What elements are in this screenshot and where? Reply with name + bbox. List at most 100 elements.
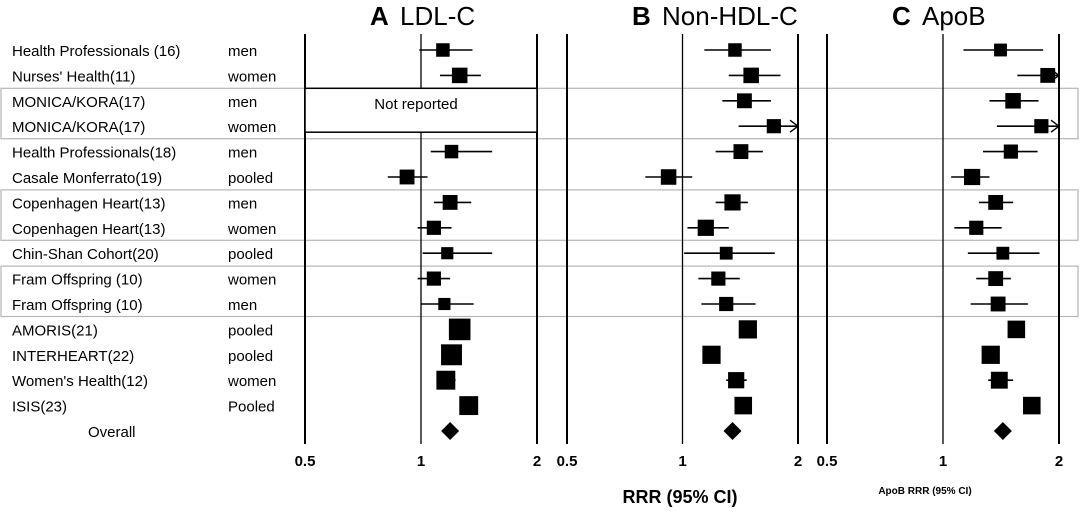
group-label-8: pooled (228, 246, 273, 263)
point-box-A-12 (441, 344, 462, 366)
panel-title-B: Non-HDL-C (662, 1, 798, 31)
ci-arrow-C-3 (1050, 119, 1061, 133)
point-box-C-2 (1005, 93, 1021, 109)
point-box-C-6 (988, 194, 1004, 210)
panel-letter-C: C (892, 1, 911, 31)
point-box-C-11 (1007, 320, 1026, 339)
point-box-C-5 (964, 168, 981, 186)
point-box-A-10 (438, 297, 451, 311)
group-label-3: women (227, 119, 276, 136)
point-box-B-12 (702, 345, 721, 364)
overall-diamond-B (723, 422, 742, 440)
group-label-4: men (228, 145, 257, 162)
not-reported-label-A: Not reported (374, 96, 457, 113)
x-axis-title-apob: ApoB RRR (95% CI) (878, 486, 971, 497)
row-group-box-1 (0, 189, 1079, 241)
point-box-A-0 (436, 43, 450, 57)
point-box-B-0 (728, 43, 742, 57)
group-label-11: pooled (228, 322, 273, 339)
overall-label: Overall (88, 424, 136, 441)
point-box-C-14 (1023, 396, 1041, 415)
point-box-A-9 (426, 271, 441, 286)
tick-label-C-2: 2 (1055, 453, 1063, 470)
point-box-A-8 (441, 247, 454, 260)
point-box-C-12 (981, 345, 1000, 364)
point-box-B-2 (736, 93, 752, 109)
point-box-A-7 (426, 220, 441, 235)
point-box-B-6 (724, 194, 741, 211)
panel-letter-A: A (370, 1, 389, 31)
study-label-4: Health Professionals(18) (12, 145, 176, 162)
panel-title-C: ApoB (922, 1, 986, 31)
point-box-B-11 (738, 320, 757, 339)
point-box-C-7 (969, 220, 984, 235)
point-box-B-13 (728, 372, 745, 389)
tick-label-C-0: 0.5 (817, 453, 838, 470)
point-box-C-13 (990, 371, 1008, 389)
tick-label-B-0: 0.5 (557, 453, 578, 470)
study-label-5: Casale Monferrato(19) (12, 170, 162, 187)
point-box-B-14 (734, 396, 753, 415)
tick-label-A-2: 2 (533, 453, 541, 470)
point-box-A-14 (459, 396, 479, 416)
point-box-B-1 (743, 67, 759, 84)
point-box-C-8 (996, 246, 1010, 260)
group-label-12: pooled (228, 348, 273, 365)
point-box-B-7 (697, 219, 714, 236)
row-group-box-0 (0, 87, 1079, 140)
tick-label-B-1: 1 (678, 453, 686, 470)
study-label-8: Chin-Shan Cohort(20) (12, 246, 159, 263)
group-label-14: Pooled (228, 399, 275, 416)
study-label-1: Nurses' Health(11) (12, 68, 135, 85)
tick-label-A-0: 0.5 (295, 453, 316, 470)
point-box-B-9 (711, 271, 726, 286)
panel-title-A: LDL-C (400, 1, 475, 31)
point-box-A-6 (442, 194, 458, 210)
point-box-B-4 (733, 144, 749, 160)
point-box-B-8 (719, 246, 733, 260)
study-label-3: MONICA/KORA(17) (12, 119, 145, 136)
study-label-2: MONICA/KORA(17) (12, 94, 145, 111)
group-label-2: men (228, 94, 257, 111)
point-box-A-1 (451, 67, 468, 84)
study-label-12: INTERHEART(22) (12, 348, 134, 365)
group-label-10: men (228, 297, 257, 314)
point-box-C-0 (994, 43, 1007, 57)
point-box-C-1 (1040, 67, 1056, 83)
overall-diamond-A (441, 422, 460, 440)
point-box-A-5 (399, 169, 415, 185)
study-label-10: Fram Offspring (10) (12, 297, 143, 314)
ci-arrow-B-3 (789, 119, 800, 133)
overall-diamond-C (993, 422, 1012, 440)
group-label-0: men (228, 43, 257, 60)
point-box-A-4 (444, 144, 459, 159)
study-label-0: Health Professionals (16) (12, 43, 180, 60)
group-label-7: women (227, 221, 276, 238)
study-label-6: Copenhagen Heart(13) (12, 195, 165, 212)
group-label-13: women (227, 373, 276, 390)
x-axis-title: RRR (95% CI) (622, 487, 737, 507)
point-box-B-3 (766, 119, 781, 134)
study-label-11: AMORIS(21) (12, 322, 98, 339)
tick-label-B-2: 2 (794, 453, 802, 470)
group-label-9: women (227, 272, 276, 289)
group-label-1: women (227, 68, 276, 85)
row-group-box-2 (0, 265, 1079, 318)
group-label-5: pooled (228, 170, 273, 187)
group-label-6: men (228, 195, 257, 212)
not-reported-box-A (304, 87, 538, 133)
study-label-9: Fram Offspring (10) (12, 272, 143, 289)
point-box-A-11 (448, 318, 471, 341)
study-label-14: ISIS(23) (12, 399, 67, 416)
point-box-C-4 (1003, 144, 1018, 159)
point-box-B-10 (719, 296, 734, 312)
study-label-7: Copenhagen Heart(13) (12, 221, 165, 238)
tick-label-C-1: 1 (939, 453, 947, 470)
point-box-A-13 (436, 370, 456, 390)
study-label-13: Women's Health(12) (12, 373, 148, 390)
tick-label-A-1: 1 (417, 453, 425, 470)
point-box-C-10 (990, 296, 1006, 312)
point-box-C-9 (988, 271, 1004, 287)
point-box-B-5 (660, 169, 677, 185)
